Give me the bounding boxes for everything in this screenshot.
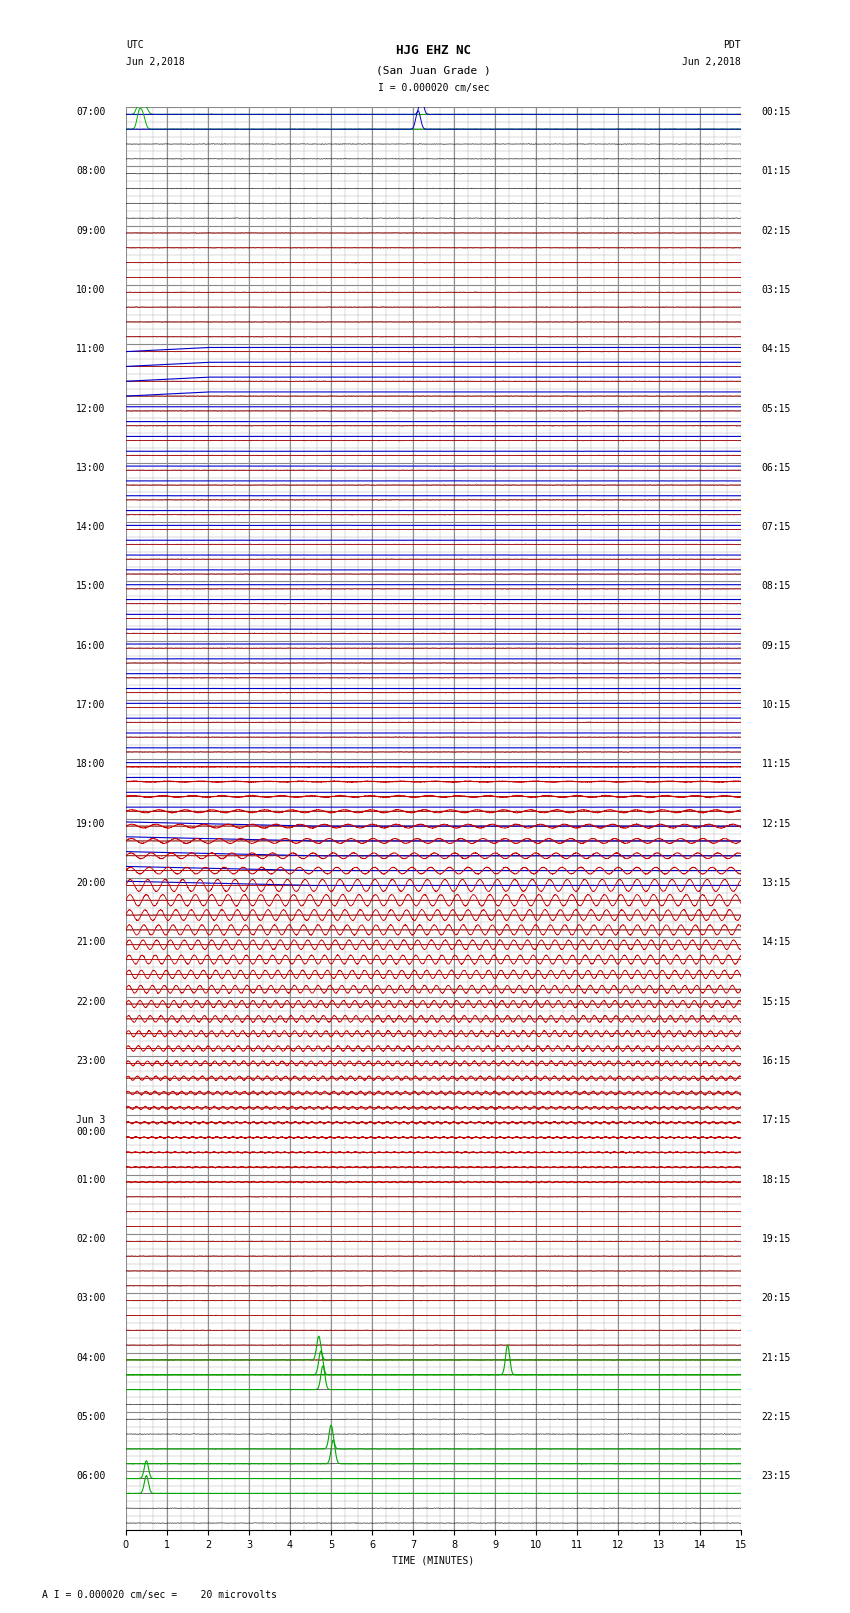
Text: 02:15: 02:15 (762, 226, 791, 235)
Text: 09:15: 09:15 (762, 640, 791, 650)
Text: 21:15: 21:15 (762, 1353, 791, 1363)
Text: 17:15: 17:15 (762, 1115, 791, 1126)
Text: 05:00: 05:00 (76, 1411, 105, 1421)
Text: 15:00: 15:00 (76, 581, 105, 592)
Text: 16:00: 16:00 (76, 640, 105, 650)
Text: 01:00: 01:00 (76, 1174, 105, 1184)
Text: 03:00: 03:00 (76, 1294, 105, 1303)
Text: HJG EHZ NC: HJG EHZ NC (396, 44, 471, 56)
Text: 01:15: 01:15 (762, 166, 791, 176)
Text: 14:00: 14:00 (76, 523, 105, 532)
Text: 05:15: 05:15 (762, 403, 791, 413)
Text: 20:15: 20:15 (762, 1294, 791, 1303)
Text: 22:15: 22:15 (762, 1411, 791, 1421)
Text: 11:00: 11:00 (76, 344, 105, 355)
Text: 21:00: 21:00 (76, 937, 105, 947)
Text: 20:00: 20:00 (76, 877, 105, 889)
Text: A I = 0.000020 cm/sec =    20 microvolts: A I = 0.000020 cm/sec = 20 microvolts (42, 1590, 277, 1600)
Text: 13:15: 13:15 (762, 877, 791, 889)
Text: 03:15: 03:15 (762, 286, 791, 295)
Text: 04:15: 04:15 (762, 344, 791, 355)
Text: 00:15: 00:15 (762, 106, 791, 116)
Text: 08:15: 08:15 (762, 581, 791, 592)
Text: 12:15: 12:15 (762, 819, 791, 829)
Text: 11:15: 11:15 (762, 760, 791, 769)
Text: 17:00: 17:00 (76, 700, 105, 710)
Text: 12:00: 12:00 (76, 403, 105, 413)
Text: UTC: UTC (126, 40, 144, 50)
Text: (San Juan Grade ): (San Juan Grade ) (376, 66, 491, 76)
Text: 06:00: 06:00 (76, 1471, 105, 1481)
Text: 15:15: 15:15 (762, 997, 791, 1007)
Text: 07:00: 07:00 (76, 106, 105, 116)
Text: 07:15: 07:15 (762, 523, 791, 532)
Text: 09:00: 09:00 (76, 226, 105, 235)
Text: 18:00: 18:00 (76, 760, 105, 769)
Text: 19:15: 19:15 (762, 1234, 791, 1244)
Text: 18:15: 18:15 (762, 1174, 791, 1184)
Text: Jun 2,2018: Jun 2,2018 (126, 56, 184, 68)
Text: 10:15: 10:15 (762, 700, 791, 710)
Text: 08:00: 08:00 (76, 166, 105, 176)
Text: 14:15: 14:15 (762, 937, 791, 947)
X-axis label: TIME (MINUTES): TIME (MINUTES) (393, 1557, 474, 1566)
Text: Jun 2,2018: Jun 2,2018 (683, 56, 741, 68)
Text: 22:00: 22:00 (76, 997, 105, 1007)
Text: Jun 3
00:00: Jun 3 00:00 (76, 1115, 105, 1137)
Text: 23:15: 23:15 (762, 1471, 791, 1481)
Text: 10:00: 10:00 (76, 286, 105, 295)
Text: 06:15: 06:15 (762, 463, 791, 473)
Text: 13:00: 13:00 (76, 463, 105, 473)
Text: 16:15: 16:15 (762, 1057, 791, 1066)
Text: I = 0.000020 cm/sec: I = 0.000020 cm/sec (377, 82, 490, 92)
Text: 23:00: 23:00 (76, 1057, 105, 1066)
Text: 19:00: 19:00 (76, 819, 105, 829)
Text: PDT: PDT (723, 40, 741, 50)
Text: 02:00: 02:00 (76, 1234, 105, 1244)
Text: 04:00: 04:00 (76, 1353, 105, 1363)
